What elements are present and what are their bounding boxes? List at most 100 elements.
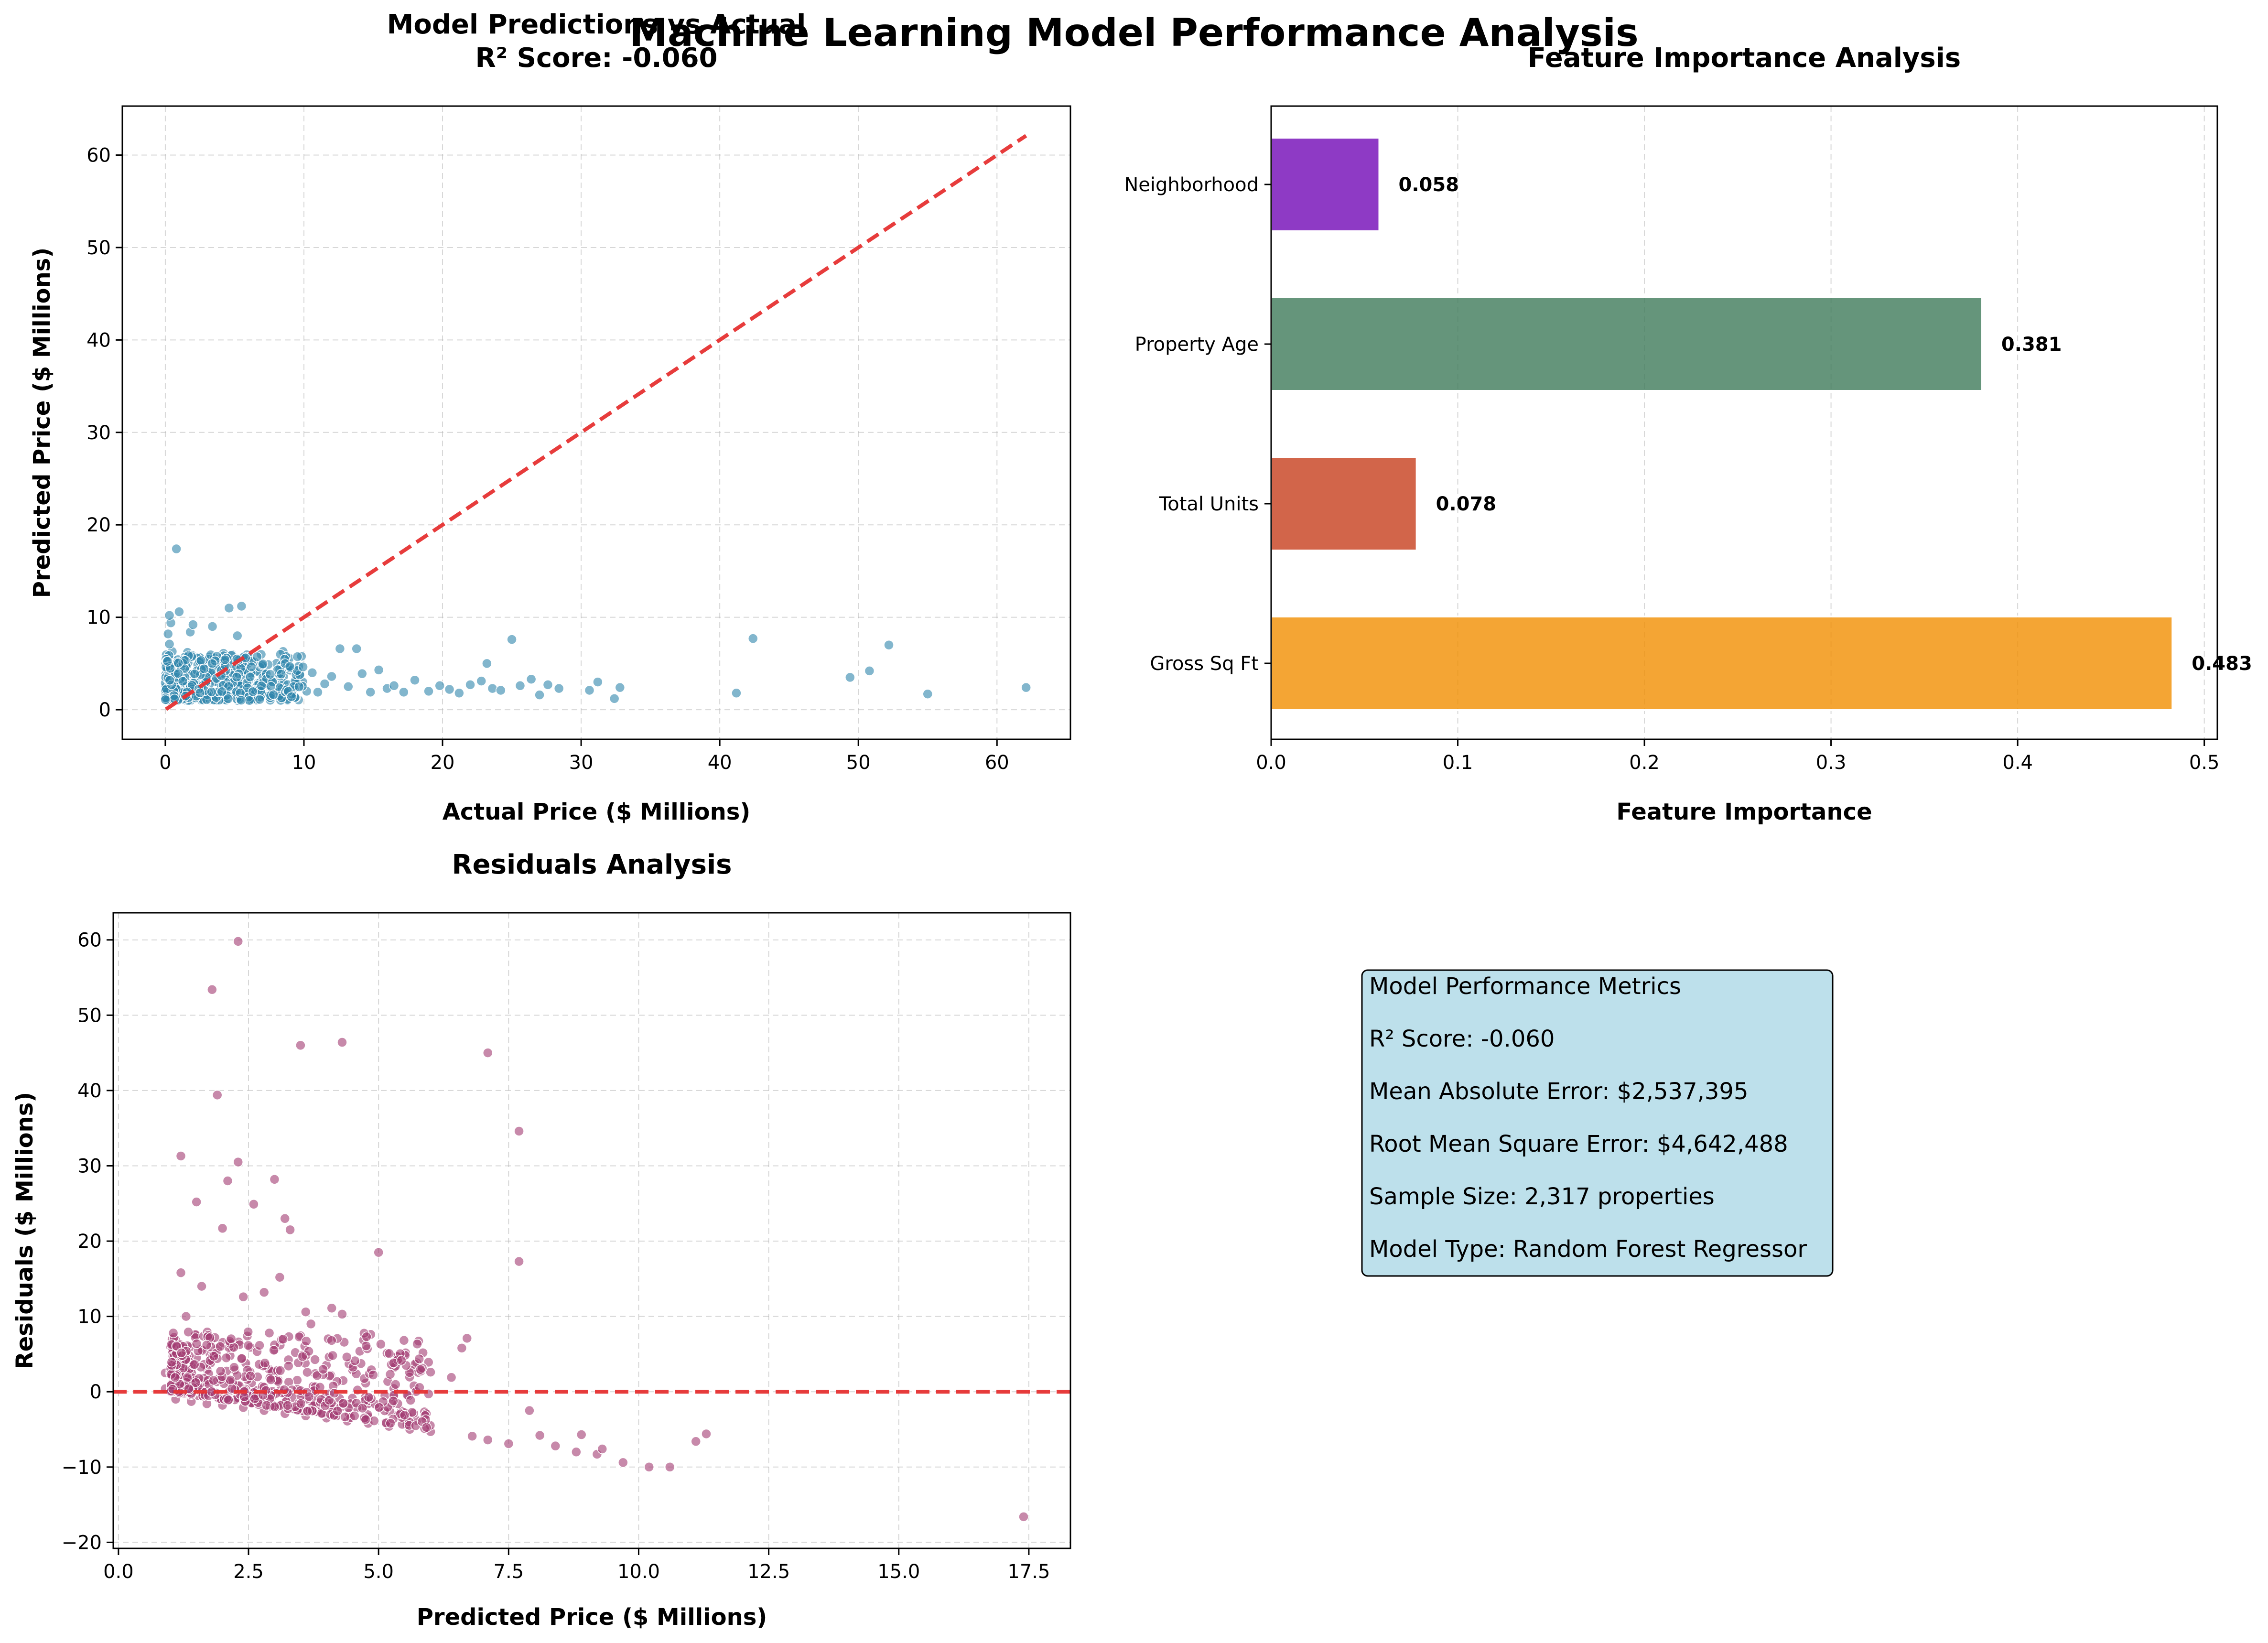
metrics-r2-score: R² Score: -0.060 xyxy=(1369,1026,1555,1052)
residual-point xyxy=(246,1371,255,1381)
residual-point xyxy=(209,1351,218,1361)
residual-point xyxy=(229,1362,239,1372)
data-point xyxy=(1021,683,1031,692)
data-point xyxy=(923,689,932,699)
data-point xyxy=(454,688,464,698)
data-point xyxy=(482,659,492,668)
residual-point xyxy=(197,1282,206,1291)
residual-point xyxy=(181,1312,191,1321)
residual-point xyxy=(249,1200,259,1209)
panel-title: Residuals Analysis xyxy=(452,849,732,880)
residual-point xyxy=(207,985,217,994)
x-tick-label: 0.3 xyxy=(1816,752,1847,774)
residual-point xyxy=(202,1340,212,1350)
residual-point xyxy=(302,1336,311,1346)
residual-point xyxy=(238,1292,248,1302)
data-point xyxy=(165,675,174,685)
bar-property-age xyxy=(1271,297,1982,391)
x-tick-label: 12.5 xyxy=(747,1561,790,1583)
residual-point xyxy=(399,1336,409,1345)
metrics-title: Model Performance Metrics xyxy=(1369,973,1681,1000)
residual-point xyxy=(177,1348,186,1358)
panel-title-line-2: R² Score: -0.060 xyxy=(475,43,717,74)
x-tick-label: 5.0 xyxy=(363,1561,394,1583)
residual-point xyxy=(285,1225,295,1234)
residual-point xyxy=(190,1360,199,1369)
y-tick-label: Gross Sq Ft xyxy=(1150,653,1259,675)
residual-point xyxy=(597,1444,607,1454)
data-point xyxy=(884,640,894,650)
data-point xyxy=(178,677,188,686)
residual-point xyxy=(385,1349,394,1358)
residual-point xyxy=(192,1197,201,1207)
data-point xyxy=(257,681,266,691)
data-point xyxy=(610,694,619,703)
y-tick-label: Neighborhood xyxy=(1124,174,1259,196)
residual-point xyxy=(328,1351,337,1360)
residual-point xyxy=(327,1303,336,1313)
residual-point xyxy=(183,1373,192,1382)
data-point xyxy=(245,672,255,682)
data-point xyxy=(269,690,278,700)
y-tick-label: 50 xyxy=(86,237,111,259)
residual-point xyxy=(283,1401,292,1410)
x-tick-label: 15.0 xyxy=(877,1561,920,1583)
data-point xyxy=(496,685,506,695)
y-tick-label: 50 xyxy=(77,1005,102,1027)
residuals-panel: 0.0 2.5 5.0 7.5 10.0 12.5 15.0 17.5−20−10010203… xyxy=(11,849,1070,1631)
x-tick-label: 30 xyxy=(569,752,594,774)
residual-point xyxy=(400,1410,410,1420)
residual-point xyxy=(386,1370,395,1379)
residual-point xyxy=(233,937,243,946)
plot-frame xyxy=(113,913,1070,1548)
data-point xyxy=(163,629,173,638)
residual-point xyxy=(255,1340,264,1350)
residual-point xyxy=(551,1441,560,1451)
residual-point xyxy=(386,1418,395,1428)
y-tick-label: 0 xyxy=(99,699,111,721)
data-point xyxy=(237,695,246,705)
data-point xyxy=(465,680,475,690)
data-point xyxy=(172,544,181,554)
residual-point xyxy=(412,1339,422,1349)
data-point xyxy=(320,679,329,689)
data-point xyxy=(165,639,174,649)
residual-point xyxy=(361,1415,370,1425)
residual-point xyxy=(702,1429,711,1438)
data-point xyxy=(445,685,454,694)
residual-point xyxy=(422,1423,432,1432)
y-tick-label: 60 xyxy=(86,145,111,167)
x-tick-label: 2.5 xyxy=(233,1561,264,1583)
data-point xyxy=(424,686,433,696)
data-point xyxy=(220,655,230,665)
y-tick-label: 20 xyxy=(86,514,111,536)
x-tick-label: 0.2 xyxy=(1629,752,1660,774)
predictions-vs-actual-panel: 0 10 20 30 40 50 60 0 10 20 30 40 50 60 Actual Price (… xyxy=(29,9,1070,825)
y-tick-label: 30 xyxy=(77,1155,102,1177)
data-point xyxy=(207,659,217,668)
data-point xyxy=(247,662,256,671)
y-tick-label: 40 xyxy=(86,329,111,351)
data-point xyxy=(352,644,361,653)
residual-point xyxy=(298,1352,307,1362)
residual-point xyxy=(337,1309,347,1319)
y-tick-label: 0 xyxy=(90,1381,102,1403)
residual-point xyxy=(342,1352,352,1362)
residual-point xyxy=(525,1406,534,1416)
residual-point xyxy=(327,1336,336,1345)
data-point xyxy=(344,682,353,692)
residual-point xyxy=(302,1406,312,1416)
metrics-sample-size: Sample Size: 2,317 properties xyxy=(1369,1183,1715,1210)
data-point xyxy=(174,607,184,616)
x-tick-label: 0.4 xyxy=(2002,752,2033,774)
data-point xyxy=(161,695,170,704)
data-point xyxy=(217,687,227,696)
residual-point xyxy=(270,1175,279,1184)
residual-point xyxy=(167,1358,176,1367)
residual-point xyxy=(278,1334,288,1344)
bar-value-label: 0.078 xyxy=(1436,493,1497,515)
residual-point xyxy=(691,1437,701,1446)
bar-total-units xyxy=(1271,457,1417,551)
metrics-box: Model Performance Metrics R² Score: -0.0… xyxy=(1362,970,1833,1276)
data-point xyxy=(232,672,241,682)
